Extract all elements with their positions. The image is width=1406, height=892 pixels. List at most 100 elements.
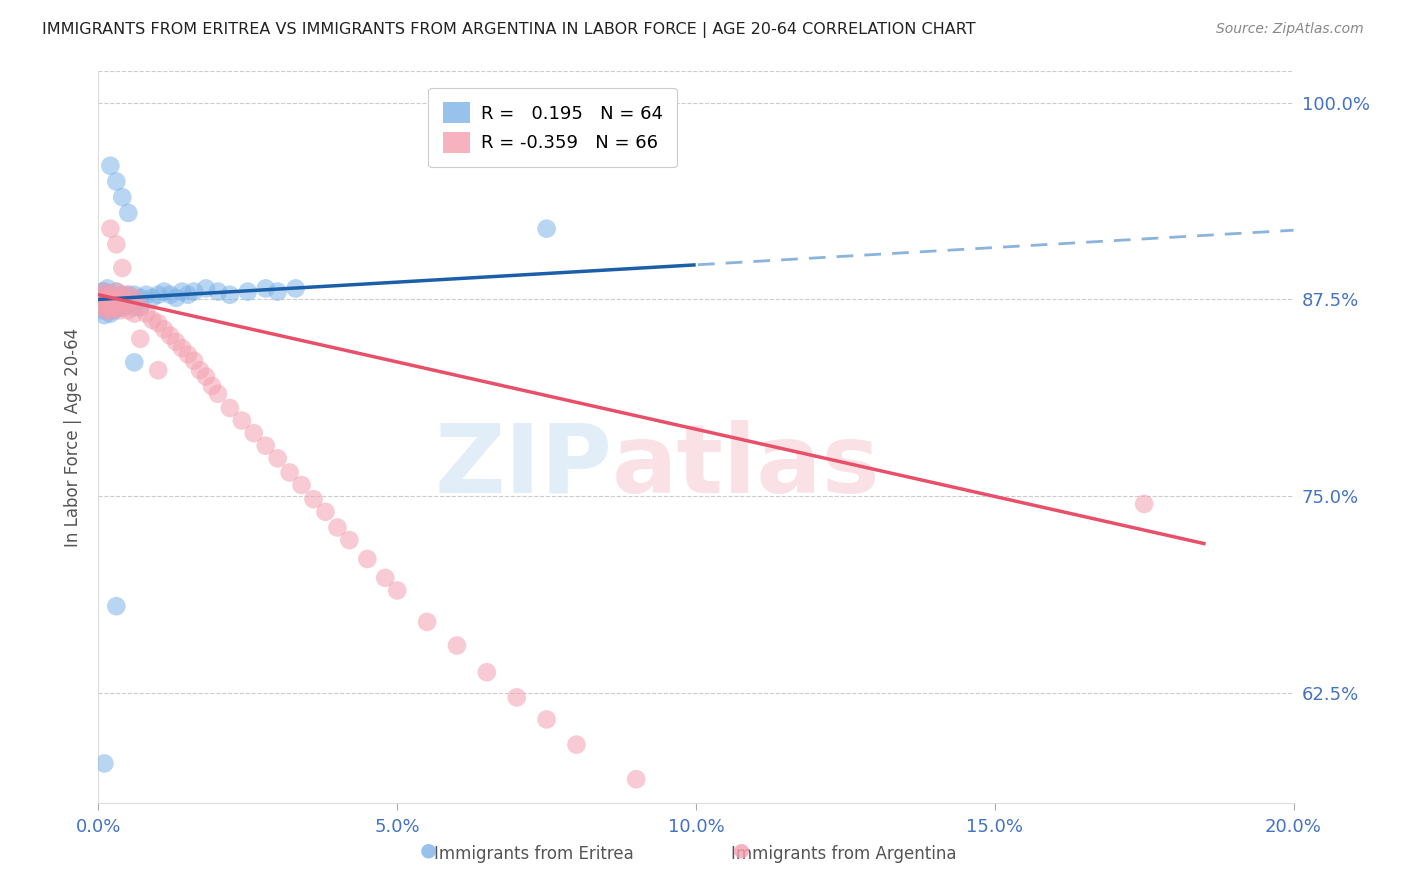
Point [129, 301, 152, 315]
Point [165, 291, 187, 305]
Point [120, 291, 142, 305]
Point [195, 281, 218, 295]
Point [153, 322, 176, 336]
Point [416, 615, 439, 629]
Point [96, 291, 118, 305]
Point [326, 520, 349, 534]
Point [107, 291, 129, 305]
Point [96, 281, 118, 295]
Point [91, 293, 114, 307]
Point [177, 347, 200, 361]
Point [231, 413, 253, 427]
Point [91, 303, 114, 318]
Point [93, 756, 115, 771]
Point [141, 291, 163, 305]
Point [105, 285, 128, 299]
Text: ZIP: ZIP [434, 420, 613, 513]
Point [98, 287, 122, 301]
Point [114, 297, 136, 311]
Point [94, 297, 117, 311]
Point [90, 293, 112, 307]
Point [135, 287, 157, 301]
Text: IMMIGRANTS FROM ERITREA VS IMMIGRANTS FROM ARGENTINA IN LABOR FORCE | AGE 20-64 : IMMIGRANTS FROM ERITREA VS IMMIGRANTS FR… [42, 22, 976, 38]
Point [172, 341, 194, 355]
Point [254, 281, 277, 295]
Point [91, 297, 114, 311]
Point [98, 159, 122, 173]
Point [475, 665, 498, 680]
Point [117, 287, 139, 301]
Point [111, 260, 134, 275]
Point [339, 533, 361, 548]
Point [103, 291, 125, 305]
Point [124, 355, 146, 369]
Point [278, 466, 301, 480]
Point [93, 308, 115, 322]
Point [111, 287, 134, 301]
Point [148, 287, 170, 301]
Point [374, 571, 396, 585]
Point [98, 293, 121, 307]
Point [93, 301, 115, 315]
Point [117, 297, 139, 311]
Point [117, 206, 139, 220]
Text: atlas: atlas [613, 420, 882, 513]
Point [177, 287, 200, 301]
Point [124, 291, 146, 305]
Point [207, 285, 229, 299]
Point [148, 363, 170, 377]
Point [141, 313, 163, 327]
Text: Immigrants from Argentina: Immigrants from Argentina [731, 846, 956, 863]
Point [93, 291, 115, 305]
Point [105, 599, 128, 614]
Text: ●: ● [733, 841, 749, 860]
Point [135, 307, 157, 321]
Point [100, 291, 122, 305]
Point [315, 505, 337, 519]
Point [93, 301, 115, 315]
Legend: R =   0.195   N = 64, R = -0.359   N = 66: R = 0.195 N = 64, R = -0.359 N = 66 [429, 87, 676, 168]
Point [446, 639, 468, 653]
Point [108, 301, 131, 315]
Point [302, 492, 325, 507]
Point [536, 713, 558, 727]
Text: ●: ● [420, 841, 437, 860]
Point [100, 291, 122, 305]
Point [124, 287, 146, 301]
Point [90, 287, 112, 301]
Point [291, 478, 314, 492]
Point [101, 301, 124, 315]
Point [111, 301, 134, 315]
Text: Source: ZipAtlas.com: Source: ZipAtlas.com [1216, 22, 1364, 37]
Point [183, 285, 205, 299]
Point [183, 353, 205, 368]
Point [117, 303, 139, 318]
Point [103, 303, 125, 318]
Point [105, 174, 128, 188]
Point [219, 401, 242, 415]
Point [117, 287, 139, 301]
Point [97, 301, 120, 315]
Point [284, 281, 307, 295]
Point [93, 293, 115, 307]
Point [236, 285, 259, 299]
Point [124, 301, 146, 315]
Point [94, 287, 117, 301]
Point [98, 287, 122, 301]
Point [172, 285, 194, 299]
Point [153, 285, 176, 299]
Point [536, 221, 558, 235]
Point [96, 293, 118, 307]
Point [93, 285, 115, 299]
Point [129, 301, 152, 315]
Point [97, 287, 120, 301]
Point [98, 303, 122, 318]
Point [91, 297, 114, 311]
Point [188, 363, 211, 377]
Point [112, 291, 135, 305]
Point [565, 738, 588, 752]
Point [105, 237, 128, 252]
Point [267, 451, 290, 466]
Point [201, 379, 224, 393]
Point [626, 772, 648, 787]
